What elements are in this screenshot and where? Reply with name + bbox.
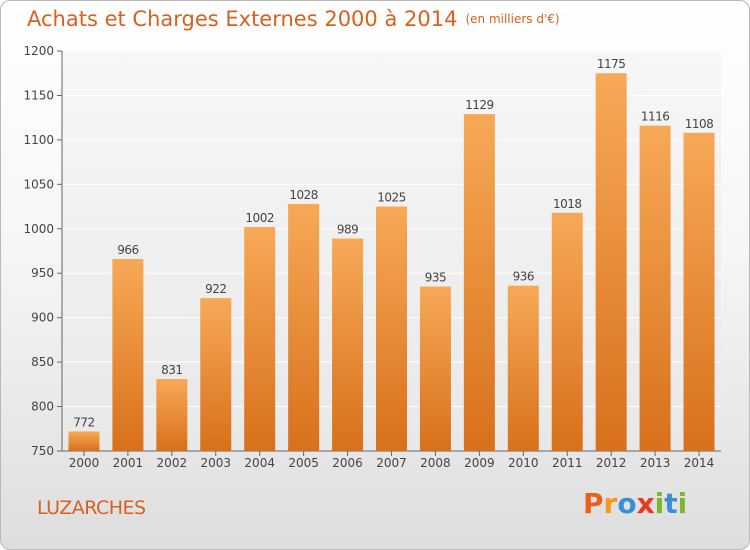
logo-letter: x	[636, 487, 655, 520]
data-label: 966	[117, 243, 138, 257]
data-label: 1108	[685, 117, 714, 131]
bar-2004	[244, 227, 276, 451]
bar-2009	[463, 114, 495, 451]
logo-letter: r	[603, 487, 618, 520]
x-tick-label: 2012	[596, 456, 627, 470]
y-tick-label: 850	[31, 355, 54, 369]
logo-letter: o	[617, 487, 637, 520]
bar-2001	[112, 259, 144, 451]
bar-2005	[288, 203, 320, 451]
x-tick-label: 2001	[113, 456, 144, 470]
bar-2008	[419, 286, 451, 451]
x-tick-label: 2009	[464, 456, 495, 470]
bar-2010	[507, 285, 539, 451]
x-tick-label: 2007	[376, 456, 407, 470]
x-tick-label: 2008	[420, 456, 451, 470]
data-label: 1028	[289, 188, 318, 202]
chart-title: Achats et Charges Externes 2000 à 2014 (e…	[27, 7, 560, 31]
bar-2013	[639, 125, 671, 452]
data-label: 1002	[245, 211, 274, 225]
y-tick-label: 1050	[23, 177, 54, 191]
data-label: 1116	[641, 110, 670, 124]
x-tick-label: 2014	[684, 456, 715, 470]
data-label: 989	[337, 223, 358, 237]
data-label: 1025	[377, 191, 406, 205]
y-tick-label: 1150	[23, 88, 54, 102]
bar-2007	[376, 206, 407, 451]
y-tick-label: 900	[31, 311, 54, 325]
logo-letter: i	[677, 487, 688, 520]
logo-letter: i	[654, 487, 665, 520]
bar-2006	[332, 238, 364, 451]
y-tick-label: 1100	[23, 133, 54, 147]
x-tick-label: 2010	[508, 456, 539, 470]
chart-unit: (en milliers d'€)	[465, 12, 560, 26]
x-tick-label: 2011	[552, 456, 583, 470]
data-label: 922	[205, 282, 226, 296]
bar-2003	[200, 298, 232, 451]
y-tick-label: 800	[31, 400, 54, 414]
data-label: 936	[513, 270, 534, 284]
logo-letter: P	[583, 487, 604, 520]
commune-name: LUZARCHES	[37, 497, 146, 519]
data-label: 1018	[553, 197, 582, 211]
chart-title-text: Achats et Charges Externes 2000 à 2014	[27, 7, 458, 31]
data-label: 1175	[597, 57, 626, 71]
x-tick-label: 2004	[244, 456, 275, 470]
bar-2011	[551, 212, 583, 451]
bar-2014	[683, 132, 715, 451]
y-tick-label: 1200	[23, 44, 54, 58]
bar-2002	[156, 379, 188, 451]
bar-2012	[595, 73, 627, 451]
x-tick-label: 2003	[200, 456, 231, 470]
x-tick-label: 2000	[69, 456, 100, 470]
data-label: 935	[425, 271, 446, 285]
data-label: 831	[161, 363, 182, 377]
x-tick-label: 2013	[640, 456, 671, 470]
y-tick-label: 1000	[23, 222, 54, 236]
x-tick-label: 2005	[288, 456, 319, 470]
x-tick-label: 2006	[332, 456, 363, 470]
data-label: 772	[73, 415, 94, 429]
logo-letter: t	[664, 487, 678, 520]
y-tick-label: 950	[31, 266, 54, 280]
bar-2000	[68, 431, 100, 451]
y-tick-label: 750	[31, 444, 54, 458]
x-tick-label: 2002	[157, 456, 188, 470]
proxiti-logo[interactable]: Proxiti	[583, 487, 687, 520]
data-label: 1129	[465, 98, 494, 112]
